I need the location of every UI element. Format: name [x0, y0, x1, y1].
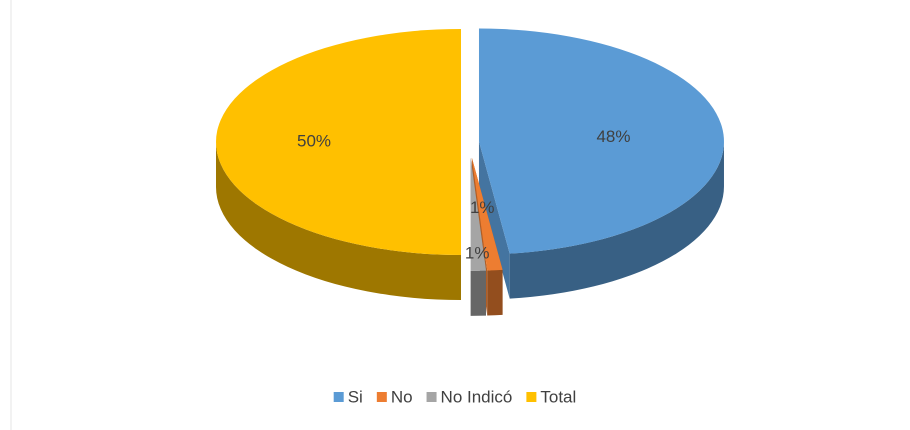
slice: [471, 157, 503, 271]
slice-side: [216, 142, 461, 300]
data-label: 50%: [297, 131, 331, 150]
data-label: 48%: [596, 127, 630, 146]
slice-side: [470, 270, 487, 316]
slice: [216, 29, 461, 255]
data-label: 1%: [465, 243, 490, 262]
legend-label: Total: [540, 387, 576, 406]
legend-swatch: [376, 392, 387, 402]
slice-wall: [478, 141, 510, 299]
legend-swatch: [333, 392, 344, 402]
legend-swatch: [426, 392, 437, 402]
legend-label: Si: [348, 387, 363, 406]
data-label: 1%: [470, 198, 495, 217]
slice-side: [487, 269, 503, 316]
slice-side: [509, 141, 724, 299]
slice: [470, 157, 487, 271]
legend-label: No: [391, 387, 413, 406]
legend-label: No Indicó: [441, 387, 513, 406]
slice: [478, 28, 724, 254]
legend-swatch: [526, 392, 537, 402]
